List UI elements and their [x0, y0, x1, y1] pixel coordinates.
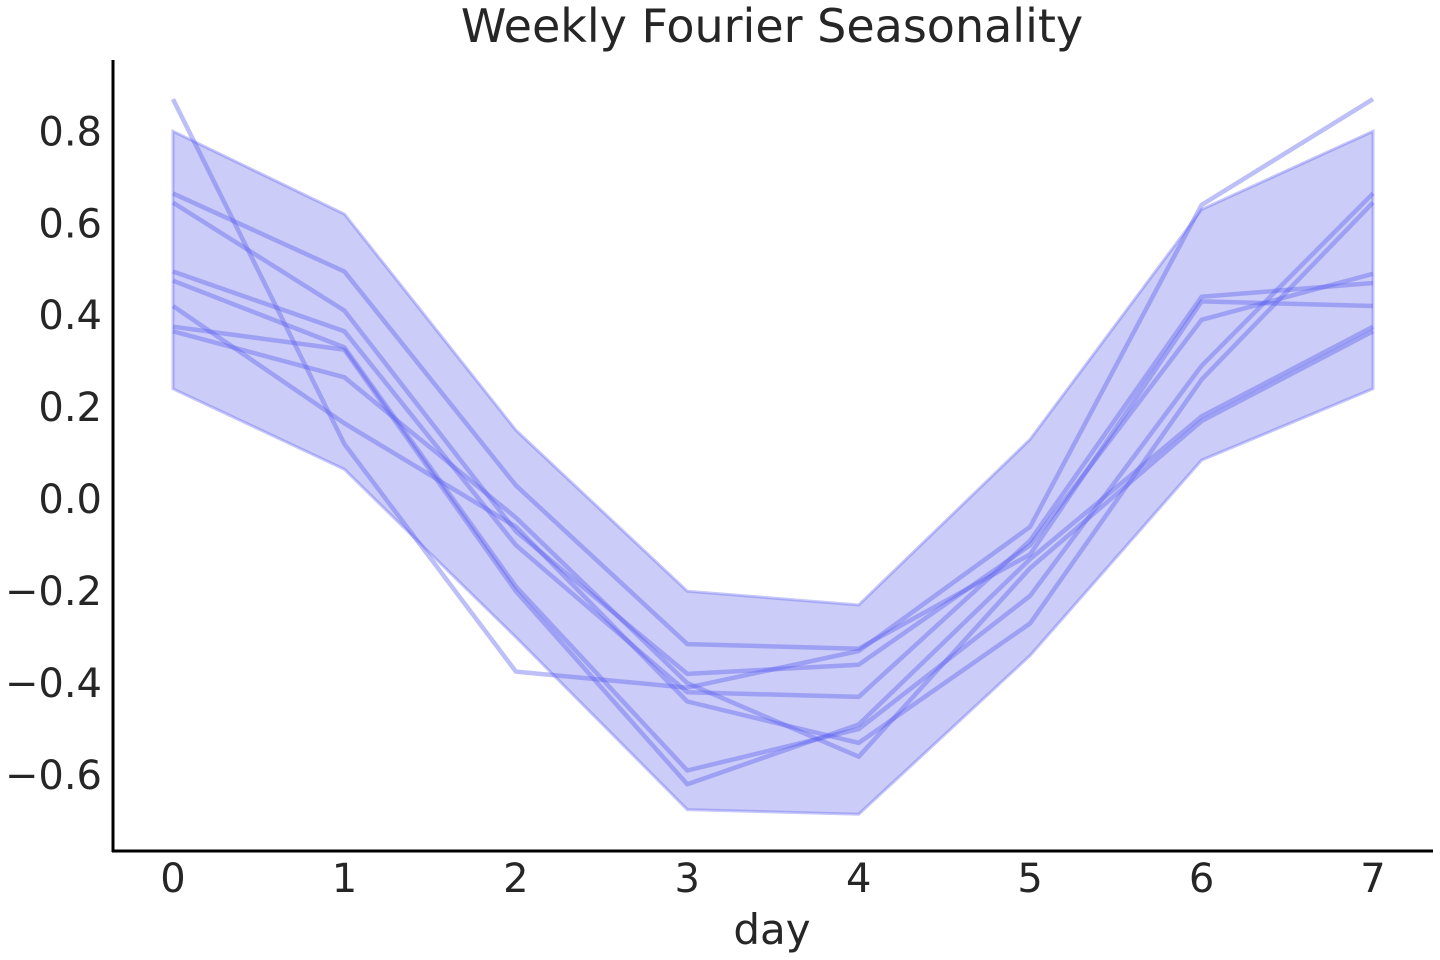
- x-tick-label: 4: [846, 856, 871, 902]
- x-tick-label: 5: [1017, 856, 1042, 902]
- plot-area: [170, 97, 1375, 816]
- y-tick-label: 0.2: [38, 385, 102, 431]
- chart-title: Weekly Fourier Seasonality: [461, 0, 1083, 53]
- confidence-band: [171, 128, 1375, 816]
- y-tick-label: 0.6: [38, 201, 102, 247]
- series-line-8: [172, 329, 1375, 759]
- x-tick-label: 3: [675, 856, 700, 902]
- y-tick-label: 0.4: [38, 293, 102, 339]
- series-line-5: [172, 191, 1375, 773]
- x-tick-labels: 0 1 2 3 4 5 6 7: [160, 856, 1385, 902]
- y-tick-label: −0.6: [5, 753, 102, 799]
- x-axis-label: day: [733, 905, 810, 954]
- y-axis: 0.8 0.6 0.4 0.2 0.0 −0.2 −0.4 −0.6: [5, 60, 115, 852]
- series-line-1: [170, 97, 1375, 690]
- y-tick-labels: 0.8 0.6 0.4 0.2 0.0 −0.2 −0.4 −0.6: [5, 109, 102, 799]
- x-tick-label: 7: [1360, 856, 1385, 902]
- y-tick-label: −0.4: [5, 661, 102, 707]
- series-line-2: [172, 191, 1374, 651]
- series-line-7: [172, 324, 1375, 787]
- x-tick-label: 1: [332, 856, 357, 902]
- series-line-4: [172, 269, 1374, 700]
- x-tick-label: 6: [1189, 856, 1214, 902]
- x-tick-label: 2: [503, 856, 528, 902]
- y-tick-label: −0.2: [5, 569, 102, 615]
- x-tick-label: 0: [160, 856, 185, 902]
- x-axis: 0 1 2 3 4 5 6 7: [112, 849, 1433, 902]
- y-tick-label: 0.0: [38, 477, 102, 523]
- series-lines: [170, 97, 1375, 787]
- series-line-6: [171, 201, 1375, 746]
- y-tick-label: 0.8: [38, 109, 102, 155]
- series-line-3: [171, 200, 1374, 677]
